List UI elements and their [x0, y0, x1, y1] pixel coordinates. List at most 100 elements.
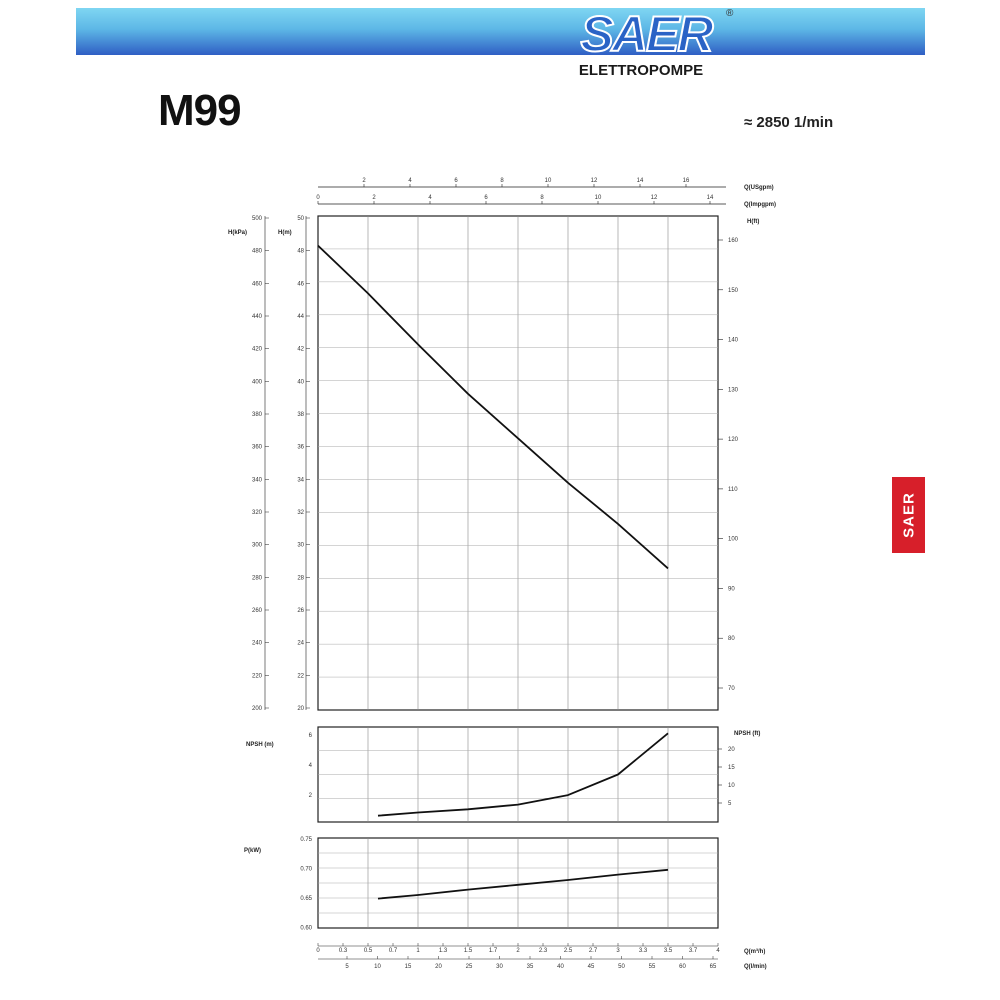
bottom-axis-tick-label: 0.5: [364, 948, 373, 954]
bottom-axis2-tick-label: 10: [374, 964, 381, 970]
power-left-tick-label: 0.70: [300, 867, 312, 873]
registered-mark: ®: [726, 8, 734, 19]
npsh-curve: [377, 732, 669, 817]
top-axis-tick-label: 0: [316, 195, 320, 201]
bottom-axis-tick-label: 3.3: [639, 948, 648, 954]
left-inner-tick-label: 24: [297, 641, 304, 647]
bottom-axis2-tick-label: 45: [588, 964, 595, 970]
npsh-right-tick-label: 5: [728, 801, 732, 807]
head-curve: [317, 244, 669, 570]
right-axis-tick-label: 140: [728, 338, 739, 344]
left-inner-tick-label: 42: [297, 347, 304, 353]
bottom-axis2-tick-label: 30: [496, 964, 503, 970]
npsh-left-axis-label: NPSH (m): [246, 742, 274, 748]
top-axis-tick-label: 16: [683, 178, 690, 184]
brand-logo: SAER: [580, 6, 715, 62]
left-outer-tick-label: 480: [252, 249, 263, 255]
right-axis-tick-label: 90: [728, 586, 735, 592]
speed-label: ≈ 2850 1/min: [744, 114, 834, 131]
header-band: [76, 8, 925, 55]
power-left-tick-label: 0.60: [300, 926, 312, 932]
left-inner-tick-label: 48: [297, 249, 304, 255]
left-outer-tick-label: 340: [252, 477, 263, 483]
bottom-axis2-label: Q(l/min): [744, 964, 767, 970]
bottom-axis2-tick-label: 5: [345, 964, 349, 970]
right-axis-tick-label: 130: [728, 387, 739, 393]
bottom-axis-tick-label: 3.7: [689, 948, 698, 954]
bottom-axis2-tick-label: 15: [405, 964, 412, 970]
npsh-right-tick-label: 10: [728, 783, 735, 789]
left-inner-tick-label: 34: [297, 477, 304, 483]
npsh-left-tick-label: 6: [309, 733, 313, 739]
right-axis-tick-label: 150: [728, 288, 739, 294]
left-outer-tick-label: 200: [252, 706, 263, 712]
left-outer-tick-label: 440: [252, 314, 263, 320]
bottom-axis2-tick-label: 40: [557, 964, 564, 970]
power-left-tick-label: 0.75: [300, 837, 312, 843]
bottom-axis-tick-label: 1.7: [489, 948, 498, 954]
left-outer-tick-label: 240: [252, 641, 263, 647]
bottom-axis2-tick-label: 25: [466, 964, 473, 970]
page-title: M99: [158, 86, 242, 135]
left-outer-tick-label: 500: [252, 216, 263, 222]
left-outer-tick-label: 280: [252, 575, 263, 581]
bottom-axis-tick-label: 1.5: [464, 948, 473, 954]
top-axis-label: Q(Impgpm): [744, 202, 776, 208]
left-outer-axis-label: H(kPa): [228, 230, 247, 236]
right-axis-tick-label: 120: [728, 437, 739, 443]
right-axis-label: H(ft): [747, 219, 759, 225]
left-inner-tick-label: 50: [297, 216, 304, 222]
left-outer-tick-label: 460: [252, 281, 263, 287]
left-inner-tick-label: 20: [297, 706, 304, 712]
left-outer-tick-label: 320: [252, 510, 263, 516]
top-axis-tick-label: 12: [651, 195, 658, 201]
left-inner-tick-label: 44: [297, 314, 304, 320]
bottom-axis2-tick-label: 20: [435, 964, 442, 970]
left-inner-axis-label: H(m): [278, 230, 292, 236]
npsh-left-tick-label: 4: [309, 763, 313, 769]
brand-subtitle: ELETTROPOMPE: [578, 62, 704, 79]
top-axis-tick-label: 12: [591, 178, 598, 184]
top-axis-tick-label: 4: [408, 178, 412, 184]
top-axis-label: Q(USgpm): [744, 185, 774, 191]
left-outer-tick-label: 220: [252, 673, 263, 679]
bottom-axis-tick-label: 2.3: [539, 948, 548, 954]
top-axis-tick-label: 8: [540, 195, 544, 201]
power-left-tick-label: 0.65: [300, 896, 312, 902]
left-outer-tick-label: 400: [252, 379, 263, 385]
top-axis-tick-label: 14: [637, 178, 644, 184]
bottom-axis-tick-label: 4: [716, 948, 720, 954]
left-inner-tick-label: 40: [297, 379, 304, 385]
left-inner-tick-label: 22: [297, 673, 304, 679]
left-inner-tick-label: 46: [297, 281, 304, 287]
right-axis-tick-label: 160: [728, 238, 739, 244]
power-curve: [377, 868, 669, 900]
bottom-axis-tick-label: 2.7: [589, 948, 598, 954]
bottom-axis-tick-label: 0: [316, 948, 320, 954]
bottom-axis-tick-label: 2.5: [564, 948, 573, 954]
bottom-axis-tick-label: 3: [616, 948, 620, 954]
top-axis-tick-label: 4: [428, 195, 432, 201]
left-outer-tick-label: 260: [252, 608, 263, 614]
bottom-axis2-tick-label: 35: [527, 964, 534, 970]
left-inner-tick-label: 32: [297, 510, 304, 516]
left-inner-tick-label: 28: [297, 575, 304, 581]
left-outer-tick-label: 420: [252, 347, 263, 353]
bottom-axis-label: Q(m³/h): [744, 948, 765, 955]
top-axis-tick-label: 10: [545, 178, 552, 184]
right-axis-tick-label: 100: [728, 537, 739, 543]
bottom-axis-tick-label: 2: [516, 948, 520, 954]
top-axis-tick-label: 6: [454, 178, 458, 184]
top-axis-tick-label: 14: [707, 195, 714, 201]
bottom-axis-tick-label: 0.3: [339, 948, 348, 954]
bottom-axis-tick-label: 3.5: [664, 948, 673, 954]
npsh-left-tick-label: 2: [309, 793, 313, 799]
left-inner-tick-label: 30: [297, 543, 304, 549]
npsh-right-tick-label: 20: [728, 747, 735, 753]
top-axis-tick-label: 2: [362, 178, 366, 184]
bottom-axis-tick-label: 1.3: [439, 948, 448, 954]
npsh-right-tick-label: 15: [728, 765, 735, 771]
left-outer-tick-label: 380: [252, 412, 263, 418]
left-inner-tick-label: 26: [297, 608, 304, 614]
